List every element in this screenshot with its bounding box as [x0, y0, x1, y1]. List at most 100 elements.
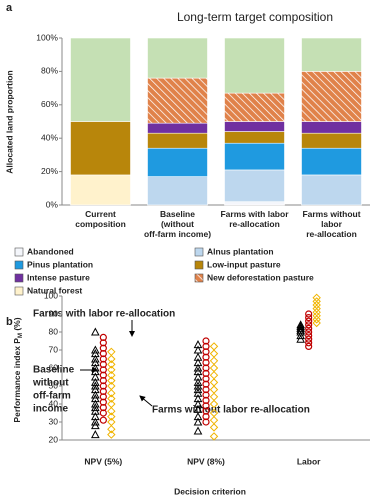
- annotation: Baseline: [33, 365, 75, 376]
- point: [107, 381, 116, 391]
- annotation: Farms without labor re-allocation: [152, 405, 310, 416]
- bar-segment: [301, 121, 362, 134]
- point: [90, 372, 100, 381]
- point: [90, 417, 100, 426]
- bar-segment: [70, 174, 131, 206]
- bar-segment: [301, 71, 362, 122]
- bar-segment: [224, 131, 285, 144]
- point: [202, 418, 210, 426]
- bar-segment: [301, 174, 362, 206]
- point: [202, 348, 210, 356]
- point: [193, 412, 203, 421]
- point: [90, 377, 100, 386]
- point: [99, 387, 107, 395]
- point: [107, 430, 116, 439]
- point: [90, 327, 100, 336]
- legend-swatch: [14, 273, 24, 283]
- point: [296, 322, 306, 331]
- y-tick-label: 80: [49, 326, 59, 336]
- y-tick-label: 30: [49, 416, 59, 426]
- annotations: Farms with labor re-allocation Baseline …: [32, 309, 310, 416]
- point: [202, 359, 210, 367]
- point: [209, 370, 219, 380]
- point: [99, 393, 107, 401]
- x-tick-label: Current composition: [75, 209, 126, 229]
- point: [99, 377, 107, 385]
- point: [305, 317, 313, 325]
- point: [209, 392, 219, 402]
- bar-segment: [224, 121, 285, 132]
- point: [107, 347, 116, 357]
- legend-label: Pinus plantation: [27, 259, 93, 269]
- point: [209, 408, 219, 418]
- point: [193, 377, 203, 386]
- point: [209, 423, 219, 432]
- point: [209, 378, 219, 387]
- point: [99, 416, 107, 424]
- bar-segment: [224, 37, 285, 94]
- point: [107, 424, 116, 434]
- point: [202, 391, 210, 399]
- point: [202, 386, 210, 394]
- bar-segment: [147, 132, 208, 149]
- bar-segment: [147, 77, 208, 124]
- point: [107, 354, 116, 364]
- point: [193, 417, 203, 426]
- point: [305, 342, 313, 350]
- point: [99, 339, 107, 347]
- legend-label: New deforestation pasture: [207, 272, 314, 282]
- panel-label: a: [6, 2, 13, 14]
- legend-label: Low-input pasture: [207, 259, 281, 269]
- x-axis-label: Decision criterion: [174, 486, 246, 496]
- legend-swatch: [14, 260, 24, 270]
- y-tick-label: 100: [44, 290, 58, 300]
- point: [99, 360, 107, 368]
- bar-segment: [301, 147, 362, 176]
- point: [99, 409, 107, 417]
- annotation: off-farm: [33, 391, 71, 402]
- bar-segment: [147, 147, 208, 177]
- point: [312, 307, 321, 317]
- point: [193, 394, 203, 403]
- point: [202, 413, 210, 421]
- point: [296, 320, 306, 329]
- point: [193, 352, 203, 361]
- point: [193, 345, 203, 354]
- point: [99, 382, 107, 390]
- point: [305, 314, 313, 322]
- bar-segment: [147, 176, 208, 206]
- bar-segment: [224, 169, 285, 202]
- annotation: Farms with labor re-allocation: [33, 309, 175, 320]
- point: [305, 339, 313, 347]
- y-tick-label: 60: [49, 362, 59, 372]
- point: [90, 430, 100, 439]
- legend-label: Natural forest: [27, 285, 82, 295]
- panel-label: b: [6, 316, 13, 328]
- bar-segment: [224, 92, 285, 122]
- point: [193, 399, 203, 408]
- point: [202, 369, 210, 377]
- y-axis-label: Allocated land proportion: [4, 70, 14, 173]
- point: [99, 366, 107, 374]
- point: [305, 321, 313, 329]
- point: [202, 337, 210, 345]
- point: [312, 304, 321, 313]
- y-tick-label: 100%: [36, 32, 58, 42]
- y-tick-label: 70: [49, 344, 59, 354]
- y-tick-label: 0%: [46, 199, 59, 209]
- point: [99, 350, 107, 358]
- bar-segment: [301, 132, 362, 149]
- y-axis-label: Performance index PM (%): [12, 317, 23, 422]
- point: [209, 385, 219, 394]
- x-tick-label: Farms with labor re-allocation: [220, 209, 289, 229]
- point: [209, 349, 219, 358]
- point: [90, 399, 100, 408]
- point: [312, 300, 321, 310]
- legend-swatch: [194, 273, 204, 283]
- point: [209, 356, 219, 366]
- point: [209, 432, 219, 441]
- legend-swatch: [194, 260, 204, 270]
- point: [107, 399, 116, 409]
- point: [209, 342, 219, 351]
